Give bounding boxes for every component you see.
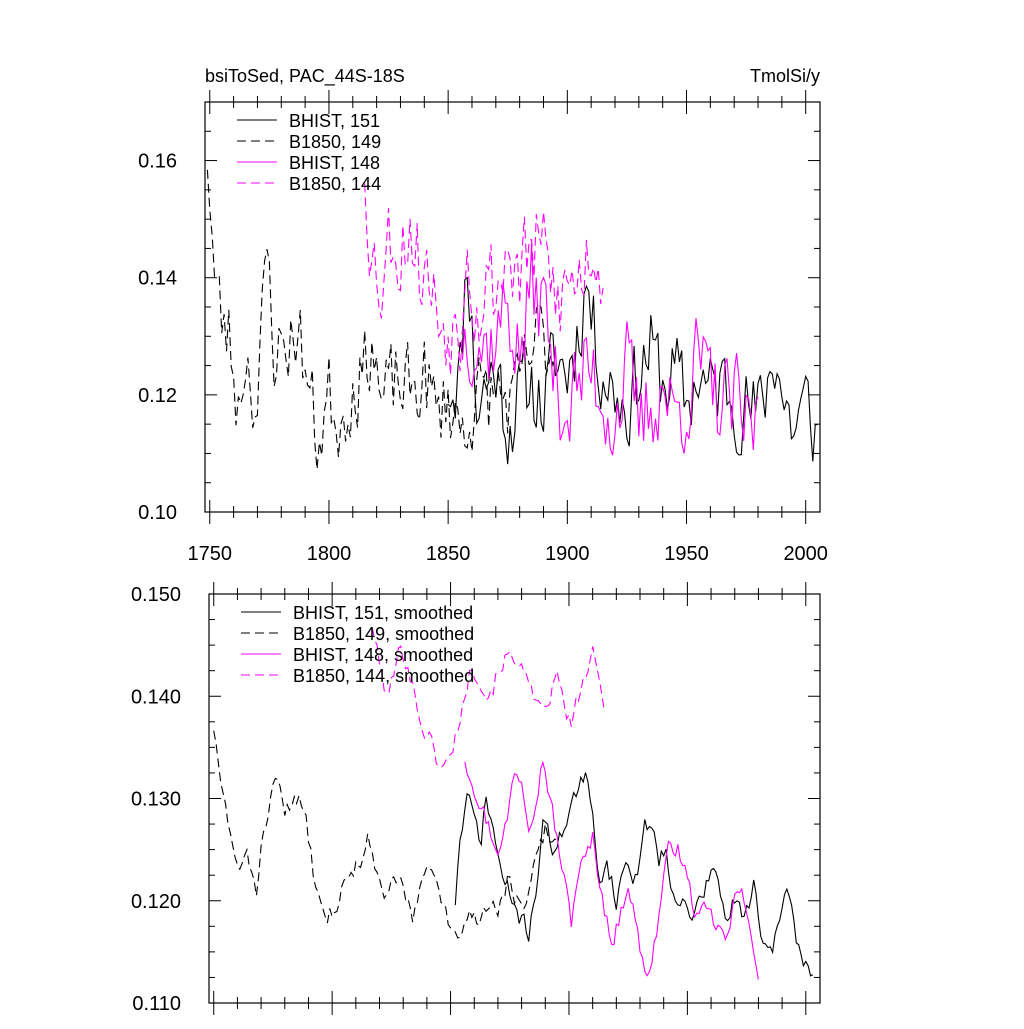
series-line-2-2 [213,730,558,939]
y-tick-label: 0.110 [132,993,181,1015]
series-line-2-4 [371,628,606,768]
legend-label: BHIST, 151, smoothed [293,603,473,623]
x-tick-label: 1750 [188,543,233,565]
y-tick-label: 0.140 [131,686,181,708]
legend-label: B1850, 144, smoothed [293,666,474,686]
legend-label: B1850, 144 [289,174,381,194]
y-tick-label: 0.150 [131,584,181,606]
y-tick-label: 0.16 [138,151,177,173]
y-tick-label: 0.12 [138,385,177,407]
series-line-1-3 [461,243,759,456]
series-line-2-1 [454,772,814,977]
top-panel-title: bsiToSed, PAC_44S-18S [205,66,405,87]
panel-2: 0.110 0.120 0.130 0.140 0.150 BHIST, 151, smo… [131,582,821,1015]
x-tick-label: 1950 [664,543,709,565]
x-tick-label: 1900 [545,543,590,565]
x-tick-label: 2000 [783,543,828,565]
y-tick-label: 0.14 [138,268,177,290]
y-tick-label: 0.10 [138,502,177,524]
series-line-1-4 [364,183,604,376]
legend-label: B1850, 149, smoothed [293,624,474,644]
legend-label: BHIST, 148, smoothed [293,645,473,665]
x-tick-label: 1850 [426,543,471,565]
top-panel-units: TmolSi/y [750,66,820,86]
panel-1: 1750 1800 1850 1900 1950 2000 0.10 0.12 0.14 0.16… [138,90,828,565]
legend-label: BHIST, 148 [289,153,380,173]
legend-label: B1850, 149 [289,132,381,152]
legend-label: BHIST, 151 [289,111,380,131]
series-line-2-3 [464,760,759,980]
y-tick-label: 0.130 [131,789,181,811]
series-line-1-2 [206,169,556,470]
x-tick-label: 1800 [307,543,352,565]
y-tick-label: 0.120 [131,891,181,913]
